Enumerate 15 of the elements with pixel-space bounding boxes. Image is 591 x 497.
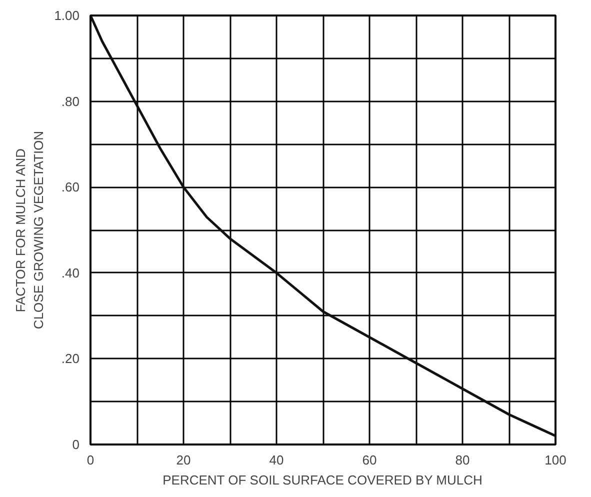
x-tick-label: 40 <box>269 452 284 468</box>
line-series <box>90 16 556 438</box>
y-tick-label: .40 <box>61 265 80 280</box>
y-axis-title: FACTOR FOR MULCH AND CLOSE GROWING VEGETATION <box>13 130 46 330</box>
y-tick-label: 0 <box>72 437 80 452</box>
x-tick-label: 0 <box>86 452 94 468</box>
y-tick-label: 1.00 <box>54 8 80 23</box>
x-tick-label: 60 <box>362 452 377 468</box>
y-tick-label: .60 <box>61 180 80 195</box>
x-tick-label: 100 <box>544 452 566 468</box>
y-tick-label: .20 <box>61 351 80 366</box>
x-tick-label: 20 <box>176 452 191 468</box>
y-tick-label: .80 <box>61 94 80 109</box>
x-axis-title: PERCENT OF SOIL SURFACE COVERED BY MULCH <box>162 472 482 488</box>
x-tick-label: 80 <box>455 452 470 468</box>
